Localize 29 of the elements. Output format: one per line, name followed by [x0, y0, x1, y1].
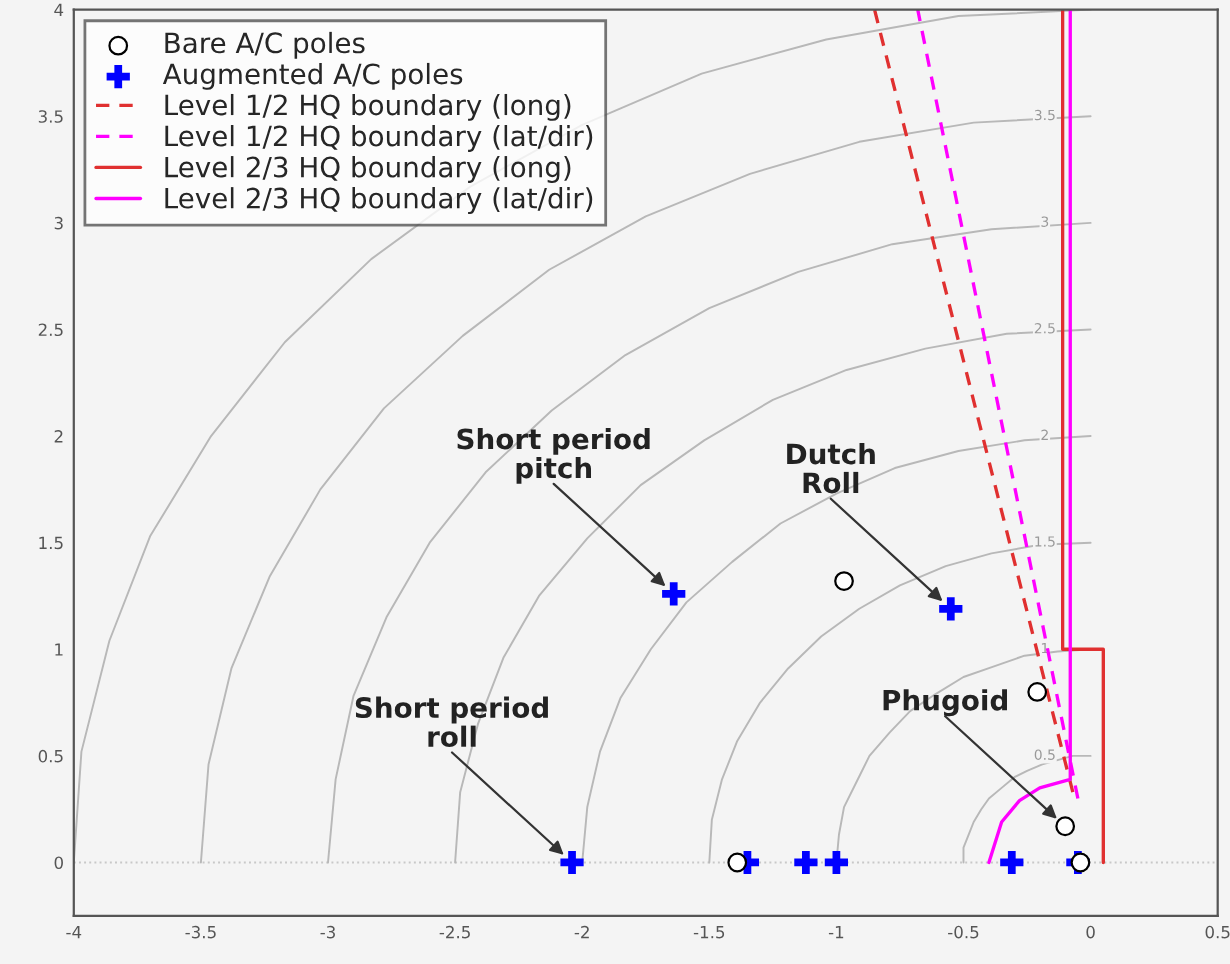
annotation: Dutch Roll: [787, 442, 875, 494]
annotation: Phugoid: [883, 689, 1007, 717]
legend-label: Augmented A/C poles: [162, 62, 463, 90]
x-tick-label: -1.5: [693, 926, 725, 939]
y-tick-label: 3.5: [38, 110, 63, 123]
x-tick-label: 0.5: [1205, 925, 1230, 939]
legend-label: Level 1/2 HQ boundary (lat/dir): [165, 125, 593, 152]
y-tick-label: 2: [54, 430, 63, 443]
y-tick-label: 4: [54, 3, 64, 16]
annotation: Short period roll: [355, 696, 548, 748]
x-tick-label: 0: [1086, 925, 1095, 939]
x-tick-label: -1: [828, 926, 844, 939]
legend-label: Level 2/3 HQ boundary (long): [165, 156, 571, 183]
y-tick-label: 0: [54, 856, 63, 870]
y-tick-label: 1.5: [39, 536, 63, 550]
y-tick-label: 3: [54, 216, 63, 230]
x-tick-label: -2: [574, 925, 589, 939]
legend-label: Level 1/2 HQ boundary (long): [165, 93, 571, 121]
y-tick-label: 1: [55, 643, 63, 656]
y-tick-label: 2.5: [38, 323, 63, 337]
legend-label: Level 2/3 HQ boundary (lat/dir): [165, 187, 593, 214]
x-tick-label: -3.5: [185, 925, 216, 939]
annotation: Short period pitch: [457, 427, 650, 484]
legend-label: Bare A/C poles: [165, 31, 365, 59]
x-tick-label: -0.5: [948, 925, 979, 939]
x-tick-label: -2.5: [439, 925, 470, 939]
x-tick-label: -4: [66, 926, 82, 939]
y-tick-label: 0.5: [38, 749, 63, 763]
x-tick-label: -3: [320, 925, 335, 939]
